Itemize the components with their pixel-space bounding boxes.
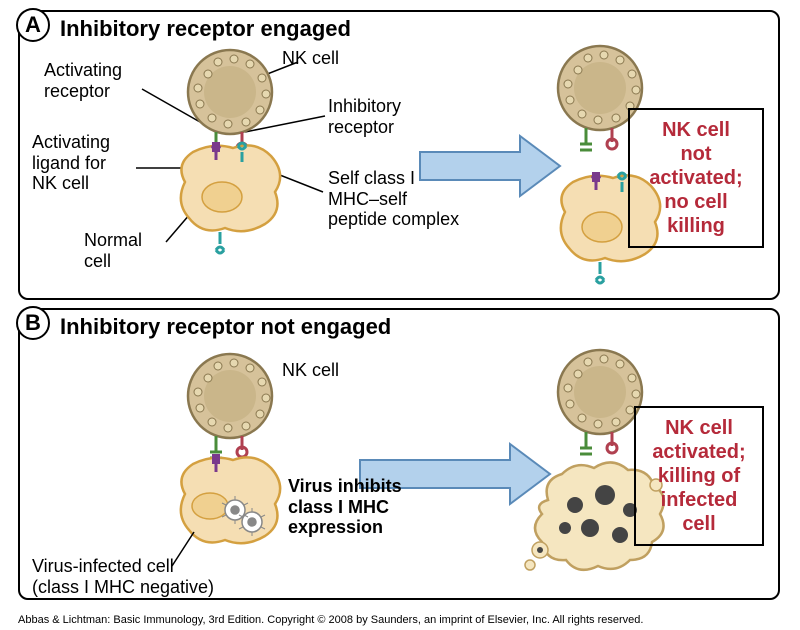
label-infected-cell: Virus-infected cell (class I MHC negativ… [32,556,214,597]
label-activating-receptor: Activating receptor [44,60,122,101]
normal-cell-a [181,145,280,231]
infected-cell-b [181,457,280,543]
label-nk-cell-b: NK cell [282,360,339,381]
label-virus-inhibits: Virus inhibits class I MHC expression [288,476,402,538]
copyright-line: Abbas & Lichtman: Basic Immunology, 3rd … [18,614,643,626]
result-box-b: NK cell activated; killing of infected c… [634,406,764,546]
result-box-a: NK cell not activated; no cell killing [628,108,764,248]
label-activating-ligand: Activating ligand for NK cell [32,132,110,194]
label-nk-cell-a: NK cell [282,48,339,69]
nk-cell-a-left [188,50,272,134]
panel-a: A Inhibitory receptor engaged [18,10,780,300]
panel-b: B Inhibitory receptor not engaged [18,308,780,600]
nk-cell-b-left [188,354,272,438]
label-inhibitory-receptor: Inhibitory receptor [328,96,401,137]
label-mhc: Self class I MHC–self peptide complex [328,168,459,230]
nk-cell-b-right [558,350,642,454]
label-normal-cell: Normal cell [84,230,142,271]
